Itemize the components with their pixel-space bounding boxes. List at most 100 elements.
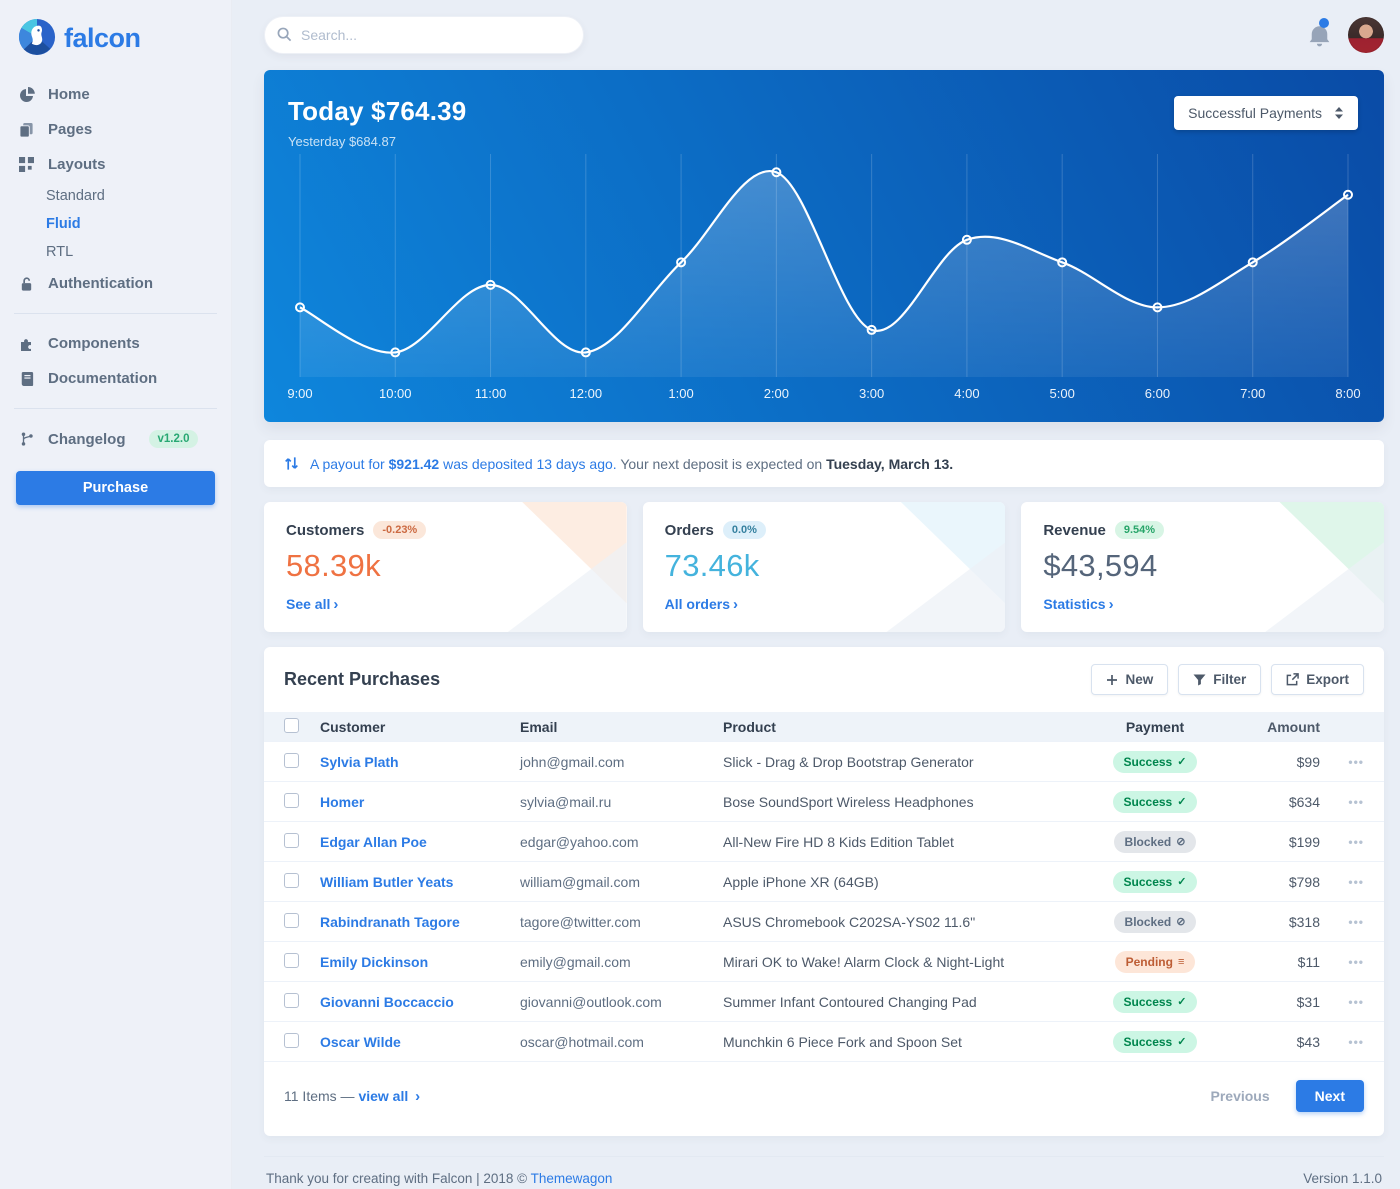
chart-filter-dropdown[interactable]: Successful Payments: [1174, 96, 1358, 130]
user-avatar[interactable]: [1348, 17, 1384, 53]
search-icon: [277, 27, 292, 42]
sidebar-item-label: Components: [48, 335, 140, 352]
column-header: Product: [723, 718, 776, 735]
row-actions-button[interactable]: •••: [1348, 754, 1364, 769]
customer-link[interactable]: Edgar Allan Poe: [320, 833, 427, 850]
column-header: Amount: [1267, 718, 1320, 735]
amount-cell: $318: [1288, 913, 1320, 930]
email-cell: william@gmail.com: [520, 873, 641, 890]
row-checkbox[interactable]: [284, 832, 299, 848]
pie-chart-icon: [18, 86, 35, 103]
table-row: William Butler Yeats william@gmail.com App…: [264, 861, 1384, 901]
payout-text: A payout for $921.42 was deposited 13 da…: [310, 455, 954, 472]
brand-logo[interactable]: falcon: [16, 12, 215, 77]
customer-link[interactable]: Oscar Wilde: [320, 1033, 401, 1050]
export-button[interactable]: Export: [1271, 664, 1364, 695]
stat-title: Orders: [664, 521, 714, 539]
search-input[interactable]: [264, 16, 584, 54]
sidebar-item-label: Pages: [48, 121, 93, 138]
payout-link[interactable]: A payout for $921.42 was deposited 13 da…: [310, 455, 617, 472]
sidebar-item-layouts[interactable]: Layouts: [16, 147, 215, 182]
payment-status-badge: Pending ≡: [1114, 950, 1196, 973]
lock-icon: [18, 276, 35, 292]
row-actions-button[interactable]: •••: [1348, 914, 1364, 929]
new-button[interactable]: New: [1091, 664, 1169, 695]
sidebar-item-home[interactable]: Home: [16, 77, 215, 112]
exchange-arrows-icon: [285, 457, 298, 470]
success-status-icon: ✓: [1177, 756, 1187, 768]
customer-link[interactable]: Giovanni Boccaccio: [320, 993, 454, 1010]
row-actions-button[interactable]: •••: [1348, 874, 1364, 889]
table-row: Sylvia Plath john@gmail.com Slick - Drag &…: [264, 741, 1384, 781]
chevron-right-icon: ›: [733, 596, 739, 613]
filter-button[interactable]: Filter: [1178, 664, 1262, 695]
row-checkbox[interactable]: [284, 752, 299, 768]
customer-link[interactable]: William Butler Yeats: [320, 873, 454, 890]
email-cell: john@gmail.com: [520, 753, 625, 770]
all-orders-link[interactable]: All orders ›: [664, 596, 739, 613]
sidebar-item-pages[interactable]: Pages: [16, 112, 215, 147]
row-actions-button[interactable]: •••: [1348, 1034, 1364, 1049]
next-button[interactable]: Next: [1295, 1080, 1364, 1112]
x-axis-label: 8:00: [1335, 386, 1360, 401]
sidebar-divider: [14, 313, 217, 314]
filter-funnel-icon: [1193, 673, 1206, 686]
view-all-link[interactable]: view all ›: [358, 1087, 421, 1105]
x-axis-label: 2:00: [764, 386, 789, 401]
version-label: Version 1.1.0: [1303, 1171, 1382, 1186]
row-checkbox[interactable]: [284, 912, 299, 928]
success-status-icon: ✓: [1177, 876, 1187, 888]
customer-link[interactable]: Emily Dickinson: [320, 953, 429, 970]
sidebar-item-documentation[interactable]: Documentation: [16, 361, 215, 396]
sidebar-item-label: Authentication: [48, 275, 153, 292]
sidebar-item-rtl[interactable]: RTL: [46, 244, 74, 260]
items-count: 11 Items —: [284, 1087, 355, 1104]
sidebar-item-components[interactable]: Components: [16, 326, 215, 361]
customer-link[interactable]: Homer: [320, 793, 365, 810]
email-cell: emily@gmail.com: [520, 953, 631, 970]
customer-link[interactable]: Sylvia Plath: [320, 753, 399, 770]
sidebar-nav: Home Pages Layouts Standard Fluid RTL: [14, 77, 217, 505]
chevron-right-icon: ›: [333, 596, 339, 613]
sidebar-item-standard[interactable]: Standard: [46, 188, 105, 204]
purchase-button[interactable]: Purchase: [16, 471, 215, 505]
sidebar-item-fluid[interactable]: Fluid: [46, 216, 81, 232]
email-cell: giovanni@outlook.com: [520, 993, 662, 1010]
sort-caret-icon: [1335, 107, 1343, 119]
row-checkbox[interactable]: [284, 992, 299, 1008]
see-all-link[interactable]: See all ›: [286, 596, 339, 613]
sidebar-item-changelog[interactable]: Changelog v1.2.0: [16, 421, 215, 457]
email-cell: oscar@hotmail.com: [520, 1033, 644, 1050]
stat-change-badge: 9.54%: [1114, 521, 1165, 539]
statistics-link[interactable]: Statistics ›: [1043, 596, 1114, 613]
page-footer: Thank you for creating with Falcon | 201…: [264, 1156, 1384, 1186]
version-badge: v1.2.0: [148, 430, 199, 448]
select-all-checkbox[interactable]: [284, 717, 299, 733]
payment-status-badge: Success ✓: [1112, 790, 1198, 813]
table-row: Oscar Wilde oscar@hotmail.com Munchkin 6 P…: [264, 1021, 1384, 1061]
row-actions-button[interactable]: •••: [1348, 954, 1364, 969]
row-checkbox[interactable]: [284, 1032, 299, 1048]
layouts-grid-icon: [18, 157, 35, 172]
payment-status-badge: Success ✓: [1112, 990, 1198, 1013]
row-actions-button[interactable]: •••: [1348, 834, 1364, 849]
row-checkbox[interactable]: [284, 872, 299, 888]
product-cell: Bose SoundSport Wireless Headphones: [723, 793, 974, 810]
row-actions-button[interactable]: •••: [1348, 794, 1364, 809]
stat-card-customers: Customers -0.23% 58.39k See all ›: [264, 502, 627, 632]
customer-link[interactable]: Rabindranath Tagore: [320, 913, 460, 930]
puzzle-icon: [18, 336, 35, 352]
chart-header: Today $764.39 Yesterday $684.87 Successf…: [264, 70, 1384, 149]
external-link-icon: [1286, 673, 1300, 686]
notifications-bell-icon[interactable]: [1309, 17, 1330, 50]
row-actions-button[interactable]: •••: [1348, 994, 1364, 1009]
themewagon-link[interactable]: Themewagon: [530, 1171, 613, 1186]
table-actions: New Filter Export: [1091, 664, 1364, 695]
row-checkbox[interactable]: [284, 792, 299, 808]
row-checkbox[interactable]: [284, 952, 299, 968]
product-cell: Slick - Drag & Drop Bootstrap Generator: [723, 753, 974, 770]
sidebar-item-authentication[interactable]: Authentication: [16, 266, 215, 301]
book-icon: [18, 371, 35, 387]
sidebar-divider: [14, 408, 217, 409]
previous-button[interactable]: Previous: [1205, 1087, 1276, 1105]
